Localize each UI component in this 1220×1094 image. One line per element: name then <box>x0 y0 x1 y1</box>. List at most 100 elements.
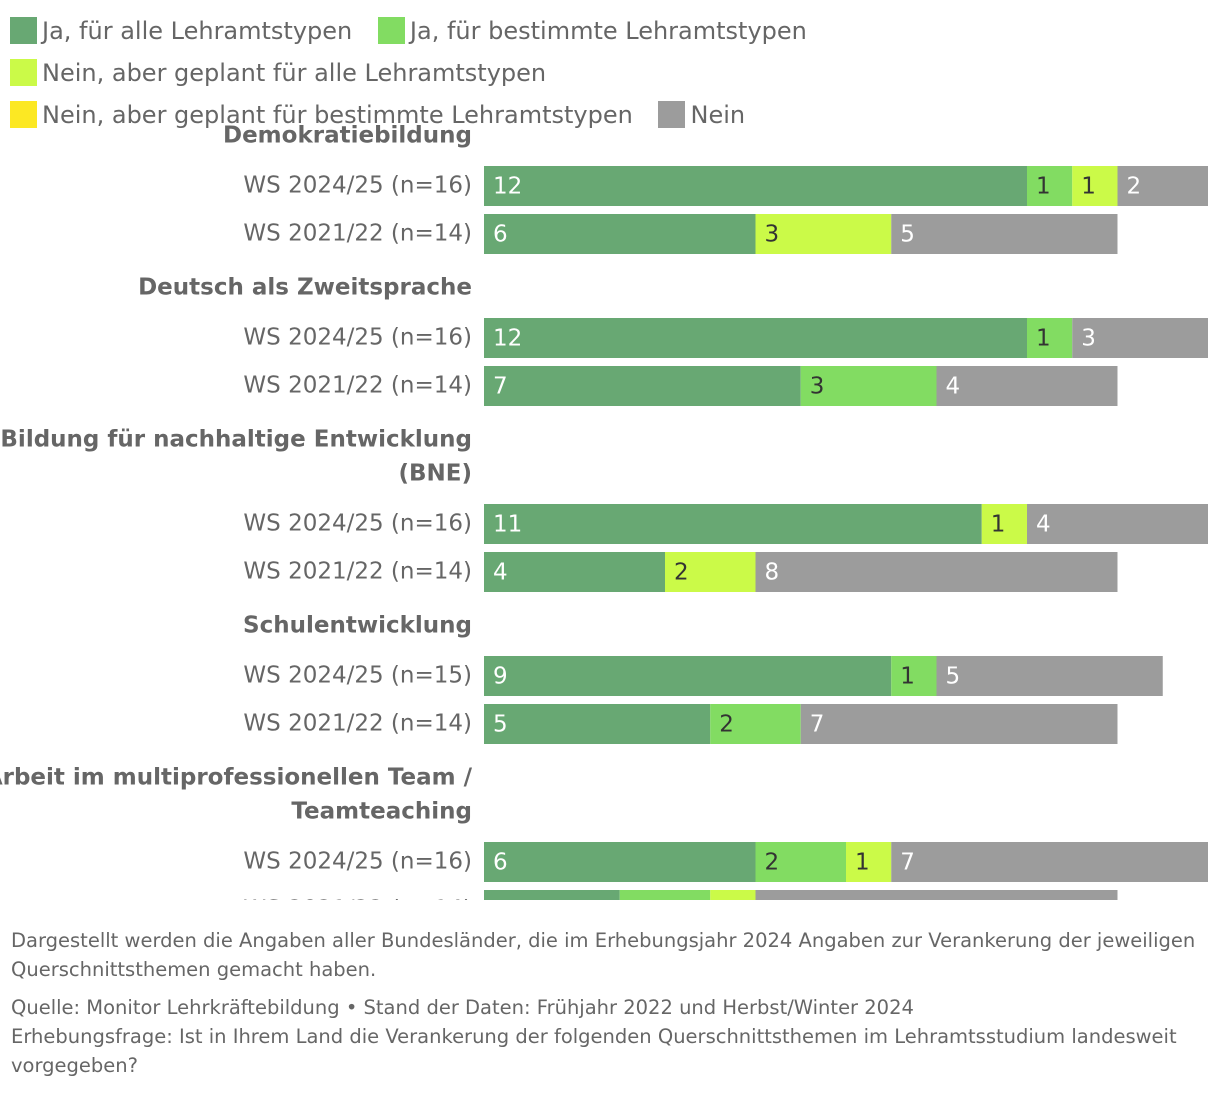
source-text: Quelle: Monitor Lehrkräftebildung • Stan… <box>11 996 914 1019</box>
bar-segment <box>936 366 1118 406</box>
data-label: 12 <box>493 326 522 352</box>
bar-segment <box>484 318 1027 358</box>
legend-swatch-geplant-alle <box>10 59 37 86</box>
legend-label-geplant-bestimmte: Nein, aber geplant für bestimmte Lehramt… <box>42 101 633 129</box>
bar-segment <box>891 842 1208 882</box>
legend-label-geplant-alle: Nein, aber geplant für alle Lehramtstype… <box>42 59 547 87</box>
bar-segment <box>484 842 756 882</box>
data-label: 4 <box>946 374 961 400</box>
legend-label-nein: Nein <box>690 101 746 129</box>
bar-segment <box>710 704 801 744</box>
bar-segment <box>1027 318 1073 358</box>
legend-item-geplant-alle: Nein, aber geplant für alle Lehramtstype… <box>10 52 546 94</box>
data-label: 7 <box>493 374 508 400</box>
data-label: 3 <box>493 898 508 901</box>
group-title: (BNE) <box>398 461 472 487</box>
data-label: 3 <box>810 374 825 400</box>
legend-item-geplant-bestimmte: Nein, aber geplant für bestimmte Lehramt… <box>10 94 633 136</box>
bar-segment <box>665 552 756 592</box>
bar-segment <box>484 214 756 254</box>
data-label: 5 <box>493 712 508 738</box>
legend-swatch-ja-bestimmte <box>377 17 405 44</box>
bar-segment <box>936 656 1163 696</box>
chart-notes: Dargestellt werden die Angaben aller Bun… <box>11 926 1201 1080</box>
data-label: 11 <box>493 512 522 538</box>
row-label: WS 2024/25 (n=16) <box>243 849 472 875</box>
bar-segment <box>484 552 665 592</box>
data-label: 8 <box>765 560 780 586</box>
data-label: 1 <box>991 512 1006 538</box>
bar-segment <box>1117 166 1208 206</box>
data-label: 2 <box>629 898 644 901</box>
legend-label-ja-bestimmte: Ja, für bestimmte Lehramtstypen <box>409 17 807 45</box>
bar-segment <box>484 166 1027 206</box>
data-label: 9 <box>493 664 508 690</box>
row-label: WS 2021/22 (n=14) <box>243 373 472 399</box>
note-text: Dargestellt werden die Angaben aller Bun… <box>11 929 1196 981</box>
bar-segment <box>484 504 982 544</box>
data-label: 6 <box>493 850 508 876</box>
row-label: WS 2021/22 (n=14) <box>243 221 472 247</box>
data-label: 1 <box>900 664 915 690</box>
data-label: 3 <box>765 222 780 248</box>
row-label: WS 2021/22 (n=14) <box>243 897 472 901</box>
data-label: 1 <box>855 850 870 876</box>
bar-segment <box>710 890 756 900</box>
legend: Ja, für alle Lehramtstypen Ja, für besti… <box>10 10 1210 136</box>
group-title: Demokratiebildung <box>223 123 472 149</box>
bar-segment <box>891 214 1118 254</box>
data-label: 2 <box>1127 174 1142 200</box>
bar-segment <box>1072 318 1208 358</box>
data-label: 8 <box>765 898 780 901</box>
data-label: 3 <box>1081 326 1096 352</box>
bar-segment <box>755 890 1118 900</box>
row-label: WS 2024/25 (n=16) <box>243 173 472 199</box>
bar-segment <box>484 366 801 406</box>
data-label: 7 <box>900 850 915 876</box>
row-label: WS 2024/25 (n=16) <box>243 511 472 537</box>
legend-item-ja-alle: Ja, für alle Lehramtstypen <box>10 10 352 52</box>
bar-segment <box>1027 504 1208 544</box>
bar-segment <box>1072 166 1118 206</box>
bar-segment <box>891 656 937 696</box>
bar-segment <box>755 842 846 882</box>
group-title: Deutsch als Zweitsprache <box>138 275 472 301</box>
data-label: 1 <box>1081 174 1096 200</box>
data-label: 4 <box>493 560 508 586</box>
data-label: 1 <box>1036 326 1051 352</box>
group-title: Teamteaching <box>291 799 472 825</box>
bar-segment <box>755 552 1118 592</box>
data-label: 1 <box>1036 174 1051 200</box>
data-label: 2 <box>719 712 734 738</box>
legend-swatch-nein <box>658 101 686 128</box>
data-label: 2 <box>765 850 780 876</box>
data-label: 4 <box>1036 512 1051 538</box>
data-label: 6 <box>493 222 508 248</box>
group-title: Schulentwicklung <box>243 613 472 639</box>
bar-segment <box>619 890 711 900</box>
legend-swatch-ja-alle <box>10 17 37 44</box>
row-label: WS 2021/22 (n=14) <box>243 711 472 737</box>
bar-segment <box>800 366 937 406</box>
legend-label-ja-alle: Ja, für alle Lehramtstypen <box>42 17 353 45</box>
group-title: Arbeit im multiprofessionellen Team / <box>0 765 473 791</box>
data-label: 1 <box>719 898 734 901</box>
question-text: Erhebungsfrage: Ist in Ihrem Land die Ve… <box>11 1025 1177 1077</box>
legend-item-ja-bestimmte: Ja, für bestimmte Lehramtstypen <box>377 10 807 52</box>
bar-segment <box>484 890 620 900</box>
data-label: 5 <box>946 664 961 690</box>
bar-segment <box>846 842 892 882</box>
row-label: WS 2024/25 (n=15) <box>243 663 472 689</box>
bar-segment <box>800 704 1118 744</box>
data-label: 2 <box>674 560 689 586</box>
bar-segment <box>1027 166 1073 206</box>
data-label: 12 <box>493 174 522 200</box>
data-label: 5 <box>900 222 915 248</box>
group-title: Bildung für nachhaltige Entwicklung <box>0 427 472 453</box>
bar-segment <box>484 704 711 744</box>
bar-segment <box>981 504 1027 544</box>
bar-segment <box>755 214 892 254</box>
legend-item-nein: Nein <box>658 94 745 136</box>
bar-segment <box>484 656 892 696</box>
